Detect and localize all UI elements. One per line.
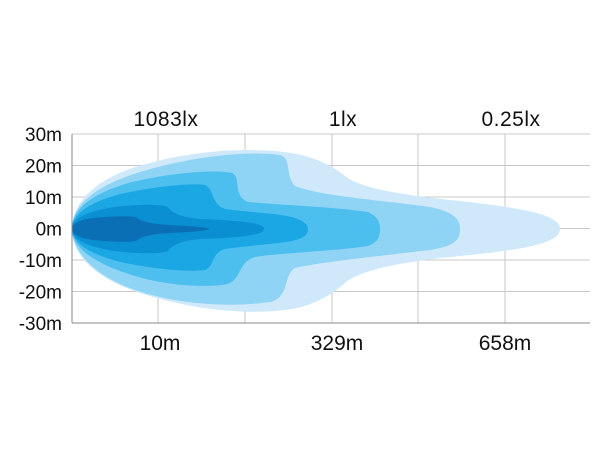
y-tick-label-2: 10m — [25, 188, 62, 209]
beam-zone-6 — [72, 216, 210, 242]
illuminance-label-0: 1083lx — [134, 108, 199, 131]
y-tick-label-3: 0m — [36, 220, 62, 241]
distance-label-1: 329m — [311, 332, 364, 355]
distance-label-0: 10m — [140, 332, 181, 355]
labels: 30m 20m 10m 0m -10m -20m -30m 1083lx 10m 1lx 329m 0… — [19, 108, 540, 355]
y-tick-label-4: -10m — [19, 251, 62, 272]
beam-zones — [72, 150, 560, 312]
y-tick-label-6: -30m — [19, 314, 62, 335]
y-tick-label-1: 20m — [25, 157, 62, 178]
distance-label-2: 658m — [479, 332, 532, 355]
y-tick-label-0: 30m — [25, 125, 62, 146]
illuminance-label-2: 0.25lx — [481, 108, 540, 131]
illuminance-label-1: 1lx — [329, 108, 357, 131]
axes — [71, 134, 590, 324]
y-tick-label-5: -20m — [19, 283, 62, 304]
